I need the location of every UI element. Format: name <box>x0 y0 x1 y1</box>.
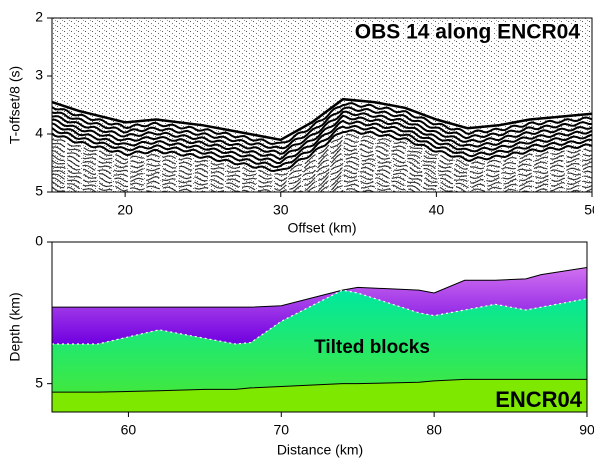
x-tick-label: 70 <box>273 422 289 438</box>
trace-band <box>52 156 592 192</box>
trace-band <box>52 129 592 173</box>
boundary <box>52 267 587 308</box>
trace-band <box>52 137 592 181</box>
seismic-panel <box>52 18 592 192</box>
trace-band <box>52 124 592 169</box>
axes: OBS 14 along ENCR04 Offset (km) T-offset… <box>7 9 594 458</box>
x-tick-label: 40 <box>429 202 445 218</box>
x-tick-label: 50 <box>584 202 594 218</box>
y-axis-label: T-offset/8 (s) <box>7 66 23 144</box>
trace-band <box>52 146 592 191</box>
y-tick-label: 0 <box>35 233 43 249</box>
trace-band <box>52 110 592 155</box>
y-tick-label: 4 <box>35 125 43 141</box>
y-tick-label: 2 <box>35 9 43 25</box>
layer <box>52 267 587 344</box>
annotation: Tilted blocks <box>314 337 430 358</box>
trace-band <box>52 152 592 192</box>
x-tick-label: 90 <box>579 422 594 438</box>
x-axis-label: Distance (km) <box>277 442 363 458</box>
first-arrival <box>52 97 592 142</box>
trace-band <box>52 133 592 176</box>
x-tick-label: 20 <box>117 202 133 218</box>
x-tick-label: 30 <box>273 202 289 218</box>
annotation: ENCR04 <box>495 387 583 412</box>
trace-band <box>52 173 592 192</box>
trace-band <box>52 169 592 192</box>
model-panel <box>52 242 587 412</box>
y-axis-label: Depth (km) <box>7 292 23 361</box>
frame <box>51 241 588 413</box>
noise <box>52 18 592 192</box>
trace-band <box>52 102 592 145</box>
y-tick-label: 5 <box>35 374 43 390</box>
x-tick-label: 60 <box>121 422 137 438</box>
layer <box>52 379 587 412</box>
chart-title: OBS 14 along ENCR04 <box>355 21 581 44</box>
frame <box>51 17 593 193</box>
x-axis-label: Offset (km) <box>288 220 357 236</box>
layer <box>52 290 587 393</box>
boundary <box>52 289 587 345</box>
trace-band <box>52 119 592 164</box>
trace-band <box>52 114 592 161</box>
trace-band <box>52 106 592 150</box>
trace-band <box>52 142 592 187</box>
trace-band <box>52 165 592 192</box>
boundary <box>52 378 587 393</box>
y-tick-label: 5 <box>35 183 43 199</box>
y-tick-label: 3 <box>35 67 43 83</box>
trace-band <box>52 160 592 192</box>
x-tick-label: 80 <box>426 422 442 438</box>
